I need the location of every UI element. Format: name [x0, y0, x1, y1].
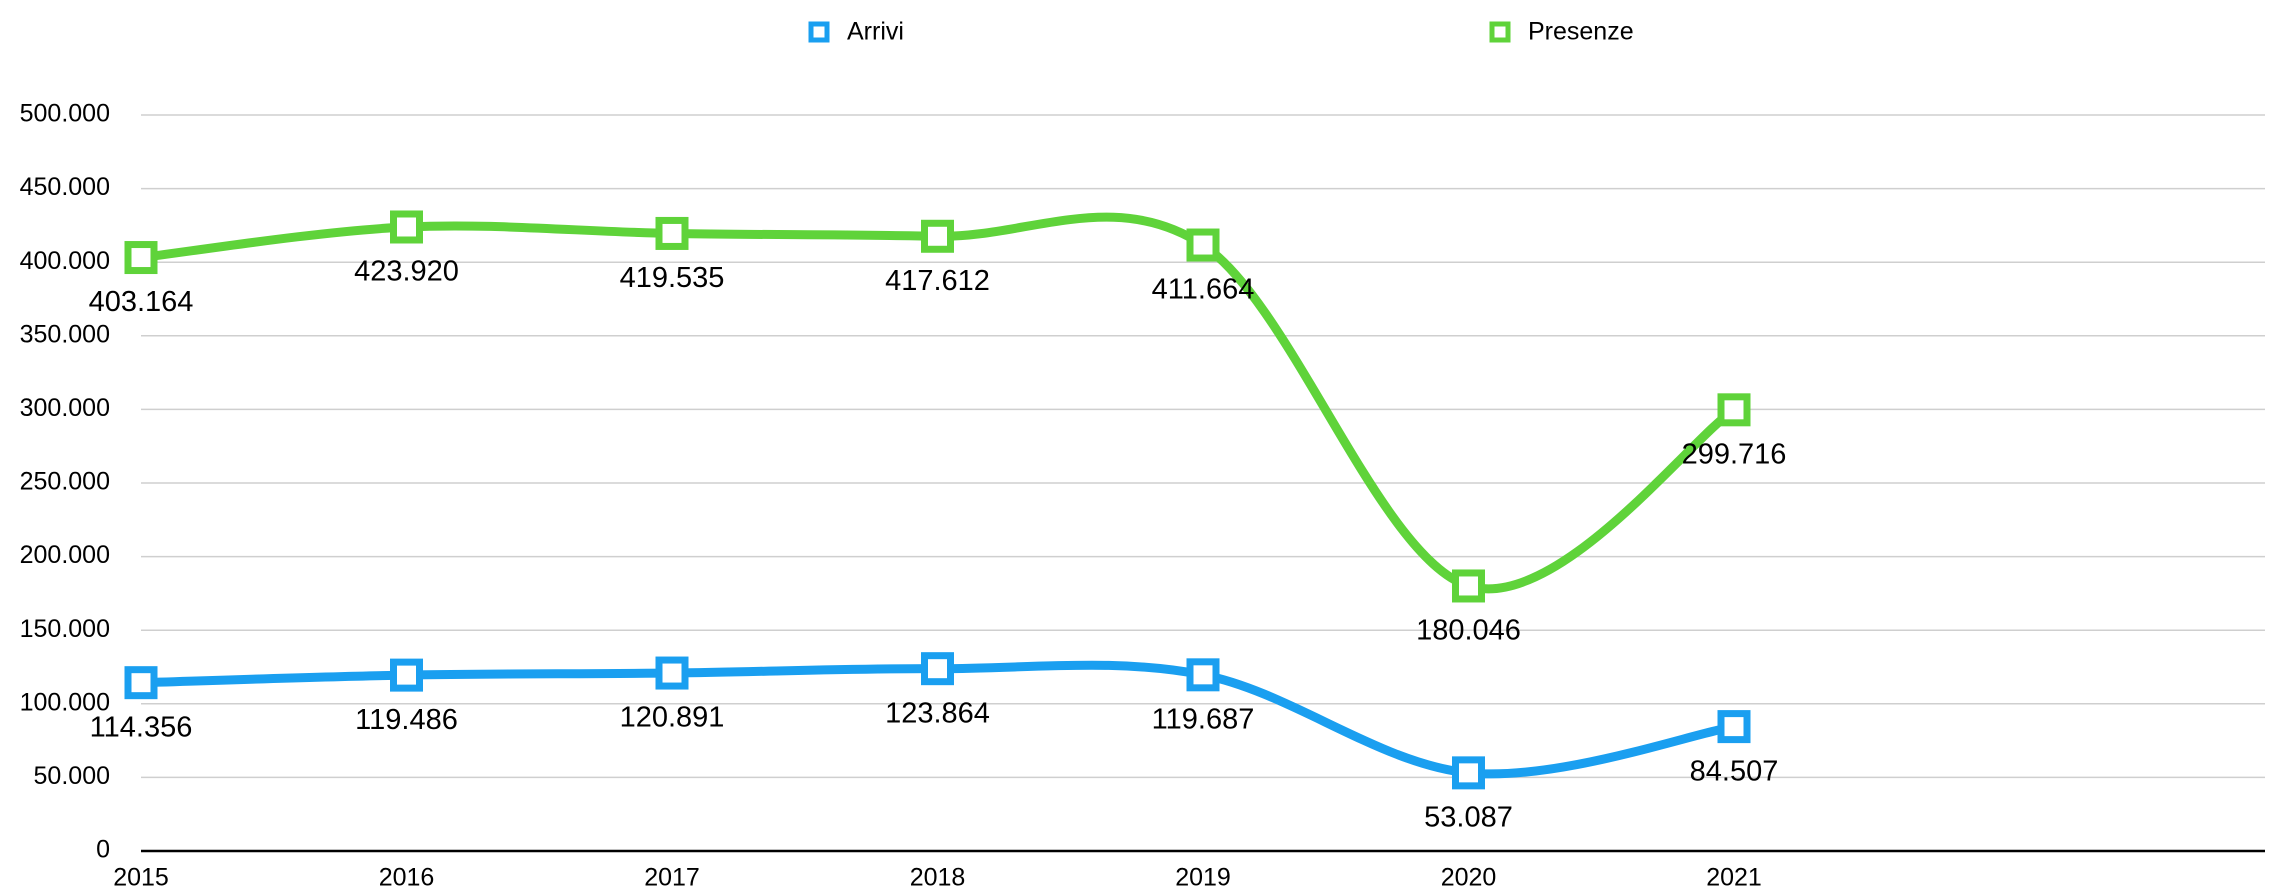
legend-label: Arrivi — [847, 18, 904, 46]
data-label: 419.535 — [620, 262, 725, 294]
legend-label: Presenze — [1528, 18, 1634, 46]
x-tick-label: 2016 — [379, 864, 435, 892]
y-tick-label: 100.000 — [20, 688, 110, 716]
legend-marker — [1489, 21, 1511, 43]
data-point — [124, 241, 158, 275]
y-tick-label: 300.000 — [20, 394, 110, 422]
data-label: 120.891 — [620, 702, 725, 734]
data-label: 299.716 — [1682, 438, 1787, 470]
y-tick-label: 0 — [96, 836, 110, 864]
data-label: 114.356 — [90, 711, 193, 743]
y-tick-label: 50.000 — [34, 762, 110, 790]
y-tick-label: 400.000 — [20, 247, 110, 275]
data-label: 53.087 — [1424, 802, 1513, 834]
y-tick-label: 250.000 — [20, 468, 110, 496]
x-tick-label: 2017 — [644, 864, 700, 892]
data-point — [921, 652, 954, 686]
data-label: 119.687 — [1152, 703, 1255, 735]
y-tick-label: 350.000 — [20, 320, 110, 348]
data-label: 411.664 — [1152, 274, 1255, 306]
data-point — [1452, 756, 1485, 790]
y-tick-label: 150.000 — [20, 615, 110, 643]
x-tick-label: 2021 — [1706, 864, 1762, 892]
data-label: 123.864 — [885, 697, 990, 729]
data-label: 180.046 — [1416, 615, 1521, 647]
data-point — [1717, 393, 1751, 427]
y-tick-label: 500.000 — [20, 100, 110, 128]
data-point — [1186, 228, 1220, 262]
x-tick-label: 2019 — [1175, 864, 1231, 892]
data-point — [1186, 658, 1220, 692]
data-point — [655, 216, 689, 250]
x-tick-label: 2015 — [113, 864, 169, 892]
x-tick-label: 2020 — [1441, 864, 1497, 892]
data-point — [1452, 569, 1485, 603]
data-label: 403.164 — [89, 286, 194, 318]
y-tick-label: 450.000 — [20, 173, 110, 201]
data-point — [390, 658, 423, 692]
data-label: 119.486 — [355, 704, 458, 736]
data-point — [124, 666, 158, 700]
data-label: 417.612 — [885, 265, 990, 297]
data-label: 84.507 — [1690, 755, 1779, 787]
x-tick-label: 2018 — [910, 864, 966, 892]
data-label: 423.920 — [354, 256, 459, 288]
data-point — [390, 210, 423, 244]
data-point — [921, 219, 954, 253]
data-point — [1717, 710, 1751, 744]
y-tick-label: 200.000 — [20, 541, 110, 569]
data-point — [655, 656, 689, 690]
legend-marker — [808, 21, 830, 43]
